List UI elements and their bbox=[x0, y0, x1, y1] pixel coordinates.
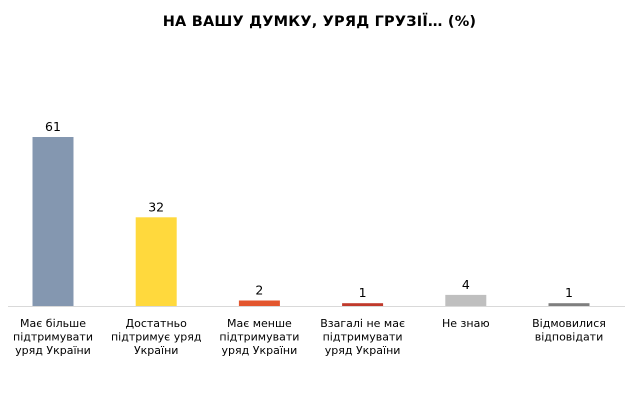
category-label-6: Відмовилися відповідати bbox=[532, 317, 606, 344]
category-label-1: Має більше підтримувати уряд України bbox=[13, 317, 93, 357]
bar-6 bbox=[548, 303, 590, 306]
data-label-4: 1 bbox=[359, 285, 367, 300]
data-label-2: 32 bbox=[148, 199, 164, 214]
bar-3 bbox=[238, 300, 280, 306]
chart-title: НА ВАШУ ДУМКУ, УРЯД ГРУЗІЇ… (%) bbox=[162, 14, 477, 30]
bar-5 bbox=[445, 294, 487, 306]
bar-4 bbox=[342, 303, 384, 306]
data-label-1: 61 bbox=[45, 119, 61, 134]
bar-2 bbox=[135, 217, 177, 306]
value-labels-group: 61 32 2 1 4 1 bbox=[45, 119, 573, 300]
category-labels-group: Має більше підтримувати уряд України Достат… bbox=[13, 317, 606, 357]
data-label-3: 2 bbox=[255, 283, 263, 298]
data-label-6: 1 bbox=[565, 285, 573, 300]
category-label-2: Достатньо підтримує уряд України bbox=[111, 317, 202, 357]
bar-1 bbox=[32, 137, 74, 306]
category-label-4: Взагалі не має підтримувати уряд України bbox=[320, 317, 405, 357]
data-label-5: 4 bbox=[462, 277, 470, 292]
category-label-3: Має менше підтримувати уряд України bbox=[219, 317, 299, 357]
bars-group bbox=[32, 137, 590, 306]
category-label-5: Не знаю bbox=[442, 317, 490, 330]
